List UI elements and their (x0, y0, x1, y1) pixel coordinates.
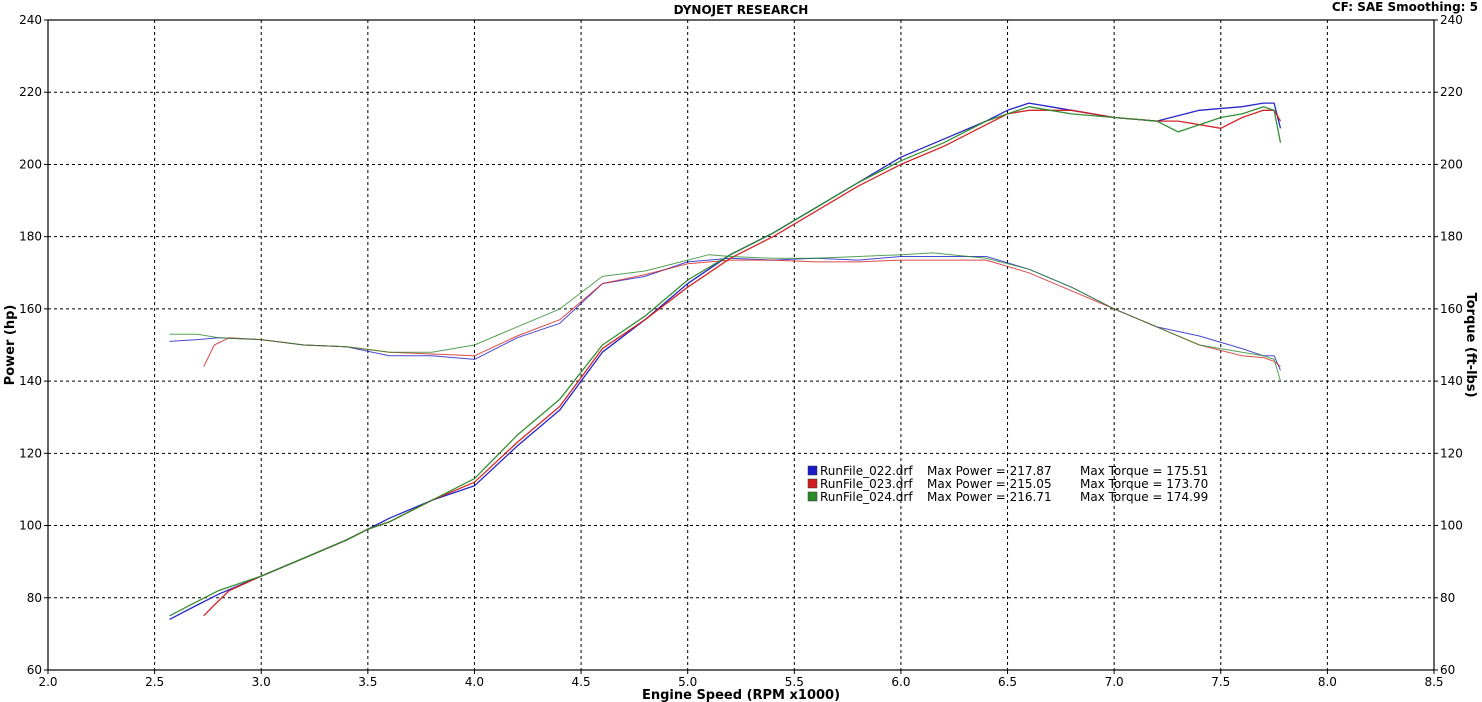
x-tick-label: 2.5 (145, 675, 164, 689)
y-left-tick-label: 180 (19, 230, 42, 244)
x-tick-labels: 2.0 2.5 3.0 3.5 4.0 4.5 5.0 5.5 6.0 6.5 7.0 7.5 8.0 8… (38, 670, 1444, 689)
y-left-tick-label: 100 (19, 519, 42, 533)
x-tick-label: 5.0 (678, 675, 697, 689)
y-left-tick-label: 120 (19, 446, 42, 460)
plot-frame (47, 19, 1435, 671)
y-left-tick-label: 220 (19, 85, 42, 99)
legend: RunFile_022.drf Max Power = 217.87 Max Tor… (807, 464, 1208, 504)
x-tick-label: 8.5 (1424, 675, 1443, 689)
legend-max-torque: Max Torque = 175.51 (1080, 464, 1208, 478)
y-right-tick-label: 120 (1440, 446, 1463, 460)
y-left-tick-label: 240 (19, 13, 42, 27)
legend-swatch (807, 478, 818, 489)
y-right-tick-label: 140 (1440, 374, 1463, 388)
legend-series-name: RunFile_023.drf (820, 477, 913, 491)
legend-max-power: Max Power = 215.05 (927, 477, 1052, 491)
legend-max-torque: Max Torque = 174.99 (1080, 490, 1208, 504)
y-right-tick-label: 180 (1440, 230, 1463, 244)
y-left-tick-label: 80 (27, 591, 42, 605)
y-right-tick-label: 200 (1440, 157, 1463, 171)
x-axis-label: Engine Speed (RPM x1000) (642, 688, 840, 702)
x-tick-label: 5.5 (785, 675, 804, 689)
y-right-tick-labels: 60 80 100 120 140 160 180 200 220 240 (1434, 13, 1463, 677)
x-tick-label: 2.0 (38, 675, 57, 689)
x-tick-label: 6.0 (891, 675, 910, 689)
chart-title: DYNOJET RESEARCH (674, 3, 809, 17)
y-axis-label-left: Power (hp) (3, 305, 18, 386)
y-axis-label-right: Torque (ft-lbs) (1463, 292, 1478, 397)
y-left-tick-label: 200 (19, 157, 42, 171)
x-tick-label: 7.5 (1211, 675, 1230, 689)
y-right-tick-label: 220 (1440, 85, 1463, 99)
y-right-tick-label: 100 (1440, 519, 1463, 533)
legend-max-torque: Max Torque = 173.70 (1080, 477, 1208, 491)
x-tick-label: 6.5 (998, 675, 1017, 689)
legend-swatch (807, 491, 818, 502)
y-right-tick-label: 240 (1440, 13, 1463, 27)
x-tick-label: 8.0 (1318, 675, 1337, 689)
legend-swatch (807, 465, 818, 476)
y-right-tick-label: 60 (1440, 663, 1455, 677)
legend-series-name: RunFile_024.drf (820, 490, 913, 504)
series-lines (169, 102, 1282, 620)
y-right-tick-label: 160 (1440, 302, 1463, 316)
y-left-tick-labels: 60 80 100 120 140 160 180 200 220 240 (19, 13, 48, 677)
y-left-tick-label: 60 (27, 663, 42, 677)
series-3-power-line (169, 106, 1282, 617)
legend-max-power: Max Power = 217.87 (927, 464, 1052, 478)
x-tick-label: 7.0 (1105, 675, 1124, 689)
y-right-tick-label: 80 (1440, 591, 1455, 605)
y-left-tick-label: 160 (19, 302, 42, 316)
legend-max-power: Max Power = 216.71 (927, 490, 1052, 504)
x-tick-label: 3.0 (252, 675, 271, 689)
correction-factor-label: CF: SAE Smoothing: 5 (1332, 0, 1478, 14)
x-tick-label: 4.0 (465, 675, 484, 689)
x-tick-label: 3.5 (358, 675, 377, 689)
legend-series-name: RunFile_022.drf (820, 464, 913, 478)
y-left-tick-label: 140 (19, 374, 42, 388)
x-tick-label: 4.5 (572, 675, 591, 689)
series-3-torque-line (169, 252, 1281, 382)
